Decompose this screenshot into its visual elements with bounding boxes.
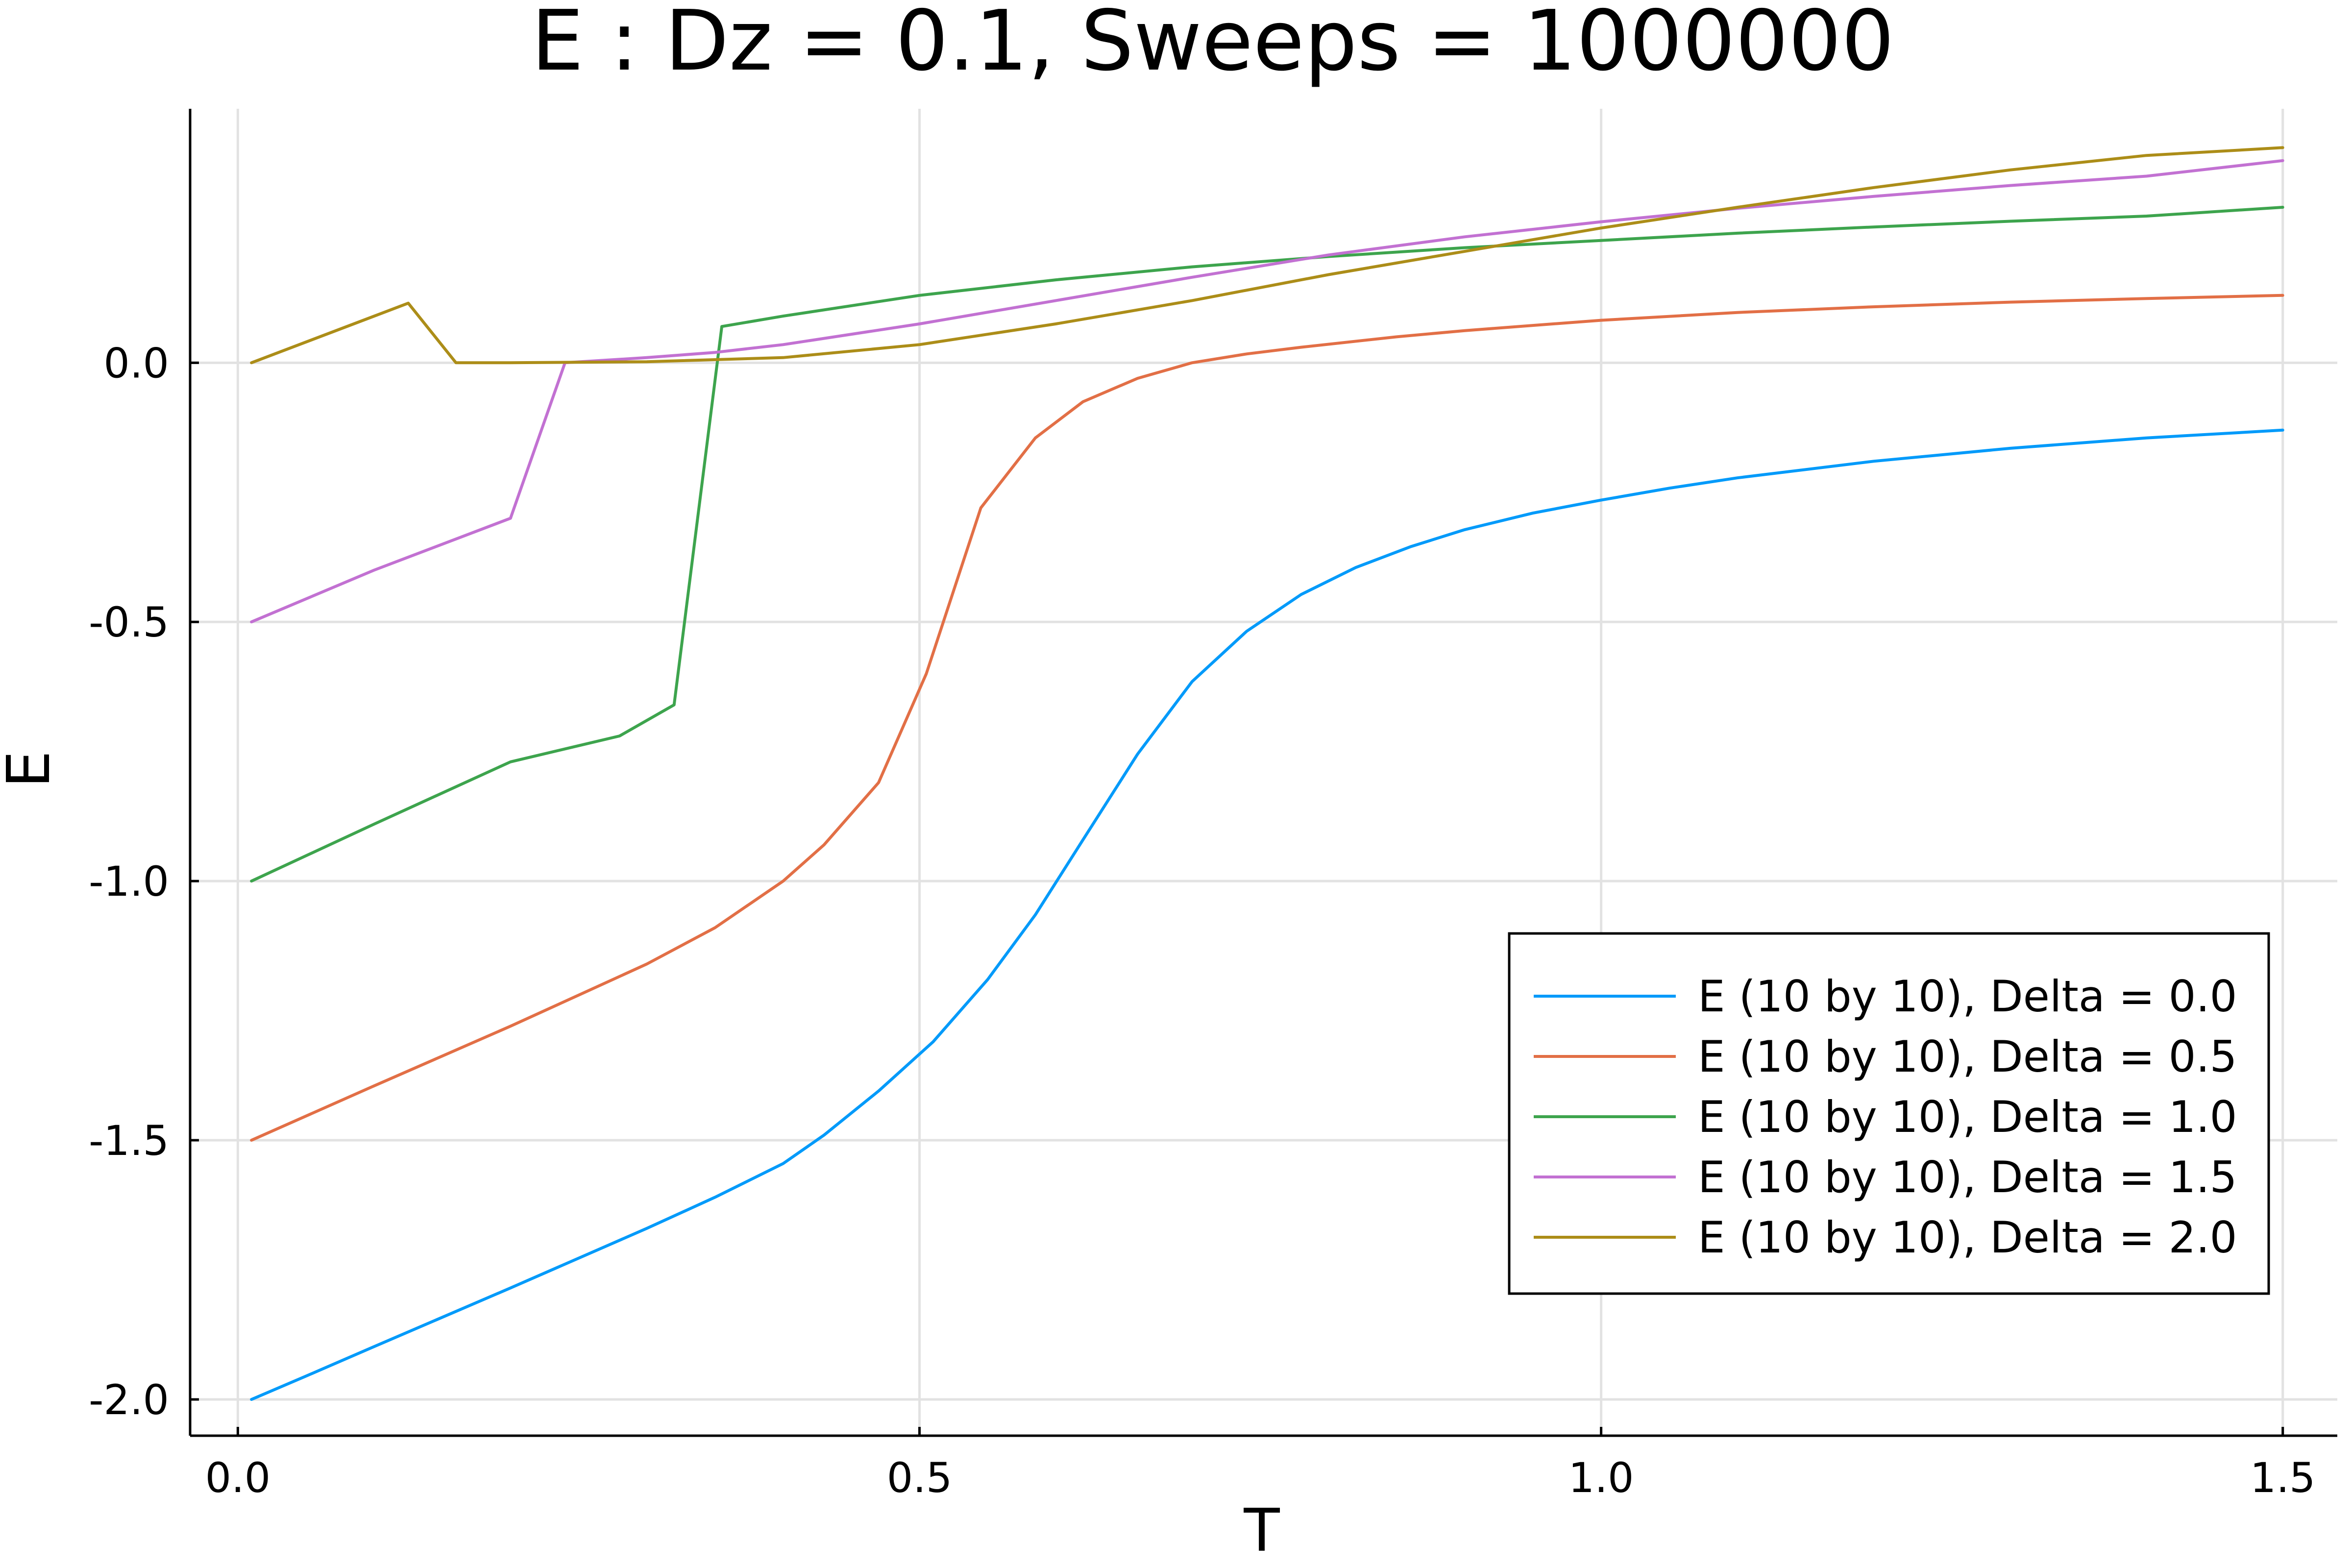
x-tick-label: 0.0 bbox=[205, 1454, 271, 1502]
axes bbox=[189, 109, 2337, 1437]
series-lines bbox=[250, 146, 2284, 1401]
legend-entry-label: E (10 by 10), Delta = 1.5 bbox=[1698, 1152, 2237, 1202]
legend-entry-label: E (10 by 10), Delta = 2.0 bbox=[1698, 1212, 2237, 1263]
y-tick-label: -1.0 bbox=[89, 858, 169, 906]
legend-entry-label: E (10 by 10), Delta = 0.0 bbox=[1698, 971, 2237, 1022]
series-line-3 bbox=[250, 159, 2284, 624]
legend-entry-label: E (10 by 10), Delta = 0.5 bbox=[1698, 1031, 2237, 1082]
x-axis-label: T bbox=[1243, 1497, 1280, 1565]
series-line-4 bbox=[250, 146, 2284, 365]
y-tick-label: 0.0 bbox=[103, 339, 169, 387]
series-line-0 bbox=[250, 428, 2284, 1401]
legend-box bbox=[1508, 932, 2270, 1295]
chart-title: E : Dz = 0.1, Sweeps = 1000000 bbox=[531, 0, 1894, 90]
y-tick-label: -1.5 bbox=[89, 1117, 169, 1165]
legend: E (10 by 10), Delta = 0.0 E (10 by 10), D… bbox=[1508, 932, 2270, 1295]
legend-entry-label: E (10 by 10), Delta = 1.0 bbox=[1698, 1092, 2237, 1142]
x-tick-label: 1.5 bbox=[2250, 1454, 2316, 1502]
series-line-2 bbox=[250, 206, 2284, 883]
y-axis-label: E bbox=[0, 751, 63, 788]
ticks: 0.0 0.5 1.0 1.5 0.0 -0.5 -1.0 -1.5 -2.0 bbox=[89, 339, 2315, 1502]
y-tick-label: -0.5 bbox=[89, 598, 169, 646]
x-tick-label: 1.0 bbox=[1568, 1454, 1634, 1502]
series-line-1 bbox=[250, 294, 2284, 1142]
x-tick-label: 0.5 bbox=[887, 1454, 953, 1502]
y-tick-label: -2.0 bbox=[89, 1376, 169, 1424]
